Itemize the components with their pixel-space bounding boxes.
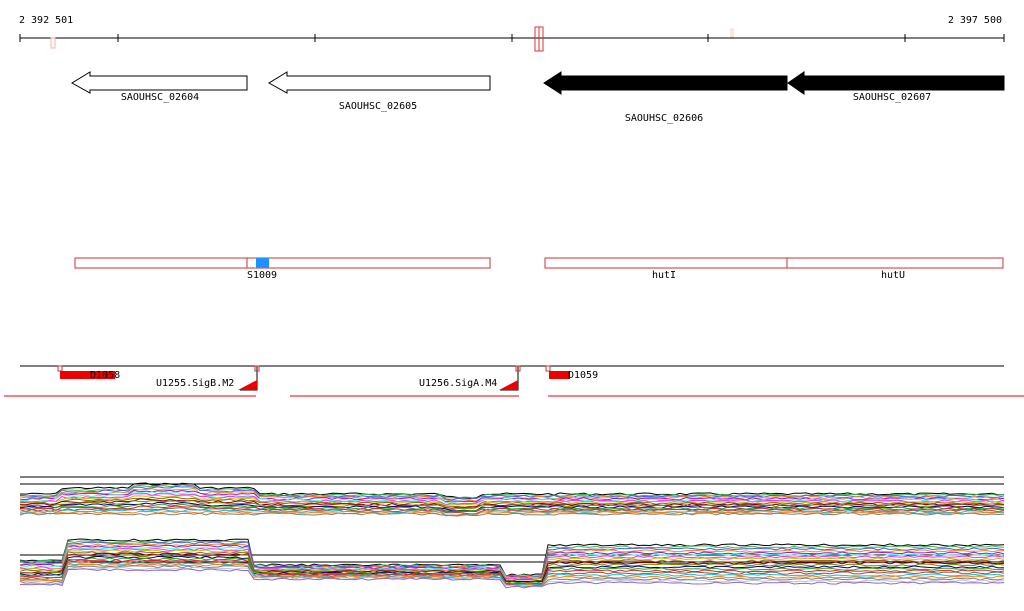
ruler-ticks <box>19 34 1005 42</box>
expression-profile-line <box>19 485 1005 501</box>
gene-SAOUHSC_02606[interactable]: SAOUHSC_02606 <box>543 71 788 124</box>
ruler-end-label: 2 397 500 <box>948 15 1002 26</box>
gene-arrow-outline[interactable] <box>71 71 248 94</box>
feature-block[interactable] <box>60 371 115 379</box>
expression-profile-line <box>19 484 1005 500</box>
feature-flag[interactable] <box>238 380 257 390</box>
feature-tick <box>545 365 551 372</box>
expression-profiles-lower <box>19 538 1005 589</box>
expression-profile-line <box>19 482 1005 499</box>
feature-D1059[interactable]: D1059 <box>545 365 598 381</box>
expression-profile-line <box>19 501 1005 512</box>
feature-block[interactable] <box>549 371 570 379</box>
feature-label: U1256.SigA.M4 <box>419 378 497 389</box>
feature-label: U1255.SigB.M2 <box>156 378 234 389</box>
expression-track <box>19 476 1005 589</box>
expression-profile-line <box>19 503 1005 513</box>
expression-profile-line <box>19 547 1005 580</box>
expression-profile-line <box>19 500 1005 511</box>
gene-arrow-filled[interactable] <box>543 71 788 95</box>
coordinate-ruler: 2 392 501 2 397 500 <box>19 15 1005 52</box>
expression-profile-line <box>19 549 1005 581</box>
ruler-marker-right <box>730 28 734 38</box>
transcript-box-left[interactable] <box>74 257 491 269</box>
gene-label: SAOUHSC_02604 <box>121 92 199 103</box>
gene-label: SAOUHSC_02606 <box>625 113 703 124</box>
expression-profile-line <box>19 560 1005 586</box>
expression-profile-line <box>19 568 1005 589</box>
gene-track: SAOUHSC_02604 SAOUHSC_02605 SAOUHSC_0260… <box>71 71 1005 124</box>
feature-tick <box>515 365 521 372</box>
expression-profile-line <box>19 496 1005 508</box>
gene-SAOUHSC_02607[interactable]: SAOUHSC_02607 <box>787 71 1005 103</box>
gene-arrow-outline[interactable] <box>268 71 491 94</box>
transcript-track: S1009 hutI hutU <box>74 257 1004 281</box>
expression-profile-line <box>19 538 1005 577</box>
feature-flag[interactable] <box>499 380 518 390</box>
transcript-label: hutU <box>881 270 905 281</box>
expression-profile-line <box>19 541 1005 578</box>
expression-profile-line <box>19 494 1005 506</box>
gene-SAOUHSC_02604[interactable]: SAOUHSC_02604 <box>71 71 248 103</box>
feature-track: D1058 U1255.SigB.M2 U1256.SigA.M4 D1059 <box>4 365 1024 397</box>
feature-label: D1058 <box>90 370 120 381</box>
feature-U1256-SigA-M4[interactable]: U1256.SigA.M4 <box>419 365 521 391</box>
expression-profile-line <box>19 510 1005 517</box>
transcript-marker-s1009[interactable] <box>256 258 269 268</box>
feature-label: D1059 <box>568 370 598 381</box>
expression-profile-line <box>19 507 1005 515</box>
transcript-label: hutI <box>652 270 676 281</box>
feature-tick <box>254 365 260 372</box>
gene-label: SAOUHSC_02607 <box>853 92 931 103</box>
feature-D1058[interactable]: D1058 <box>57 365 120 381</box>
feature-tick <box>57 365 63 372</box>
gene-arrow-filled[interactable] <box>787 71 1005 95</box>
expression-profile-line <box>19 512 1005 517</box>
gene-SAOUHSC_02605[interactable]: SAOUHSC_02605 <box>268 71 491 112</box>
transcript-label: S1009 <box>247 270 277 281</box>
feature-U1255-SigB-M2[interactable]: U1255.SigB.M2 <box>156 365 260 391</box>
gene-label: SAOUHSC_02605 <box>339 101 417 112</box>
transcript-box-right[interactable] <box>544 257 1004 269</box>
ruler-marker-left <box>50 37 56 49</box>
expression-profiles-upper <box>19 482 1005 517</box>
expression-profile-line <box>19 544 1005 579</box>
expression-profile-line <box>19 491 1005 505</box>
ruler-start-label: 2 392 501 <box>19 15 73 26</box>
expression-profile-line <box>19 557 1005 585</box>
